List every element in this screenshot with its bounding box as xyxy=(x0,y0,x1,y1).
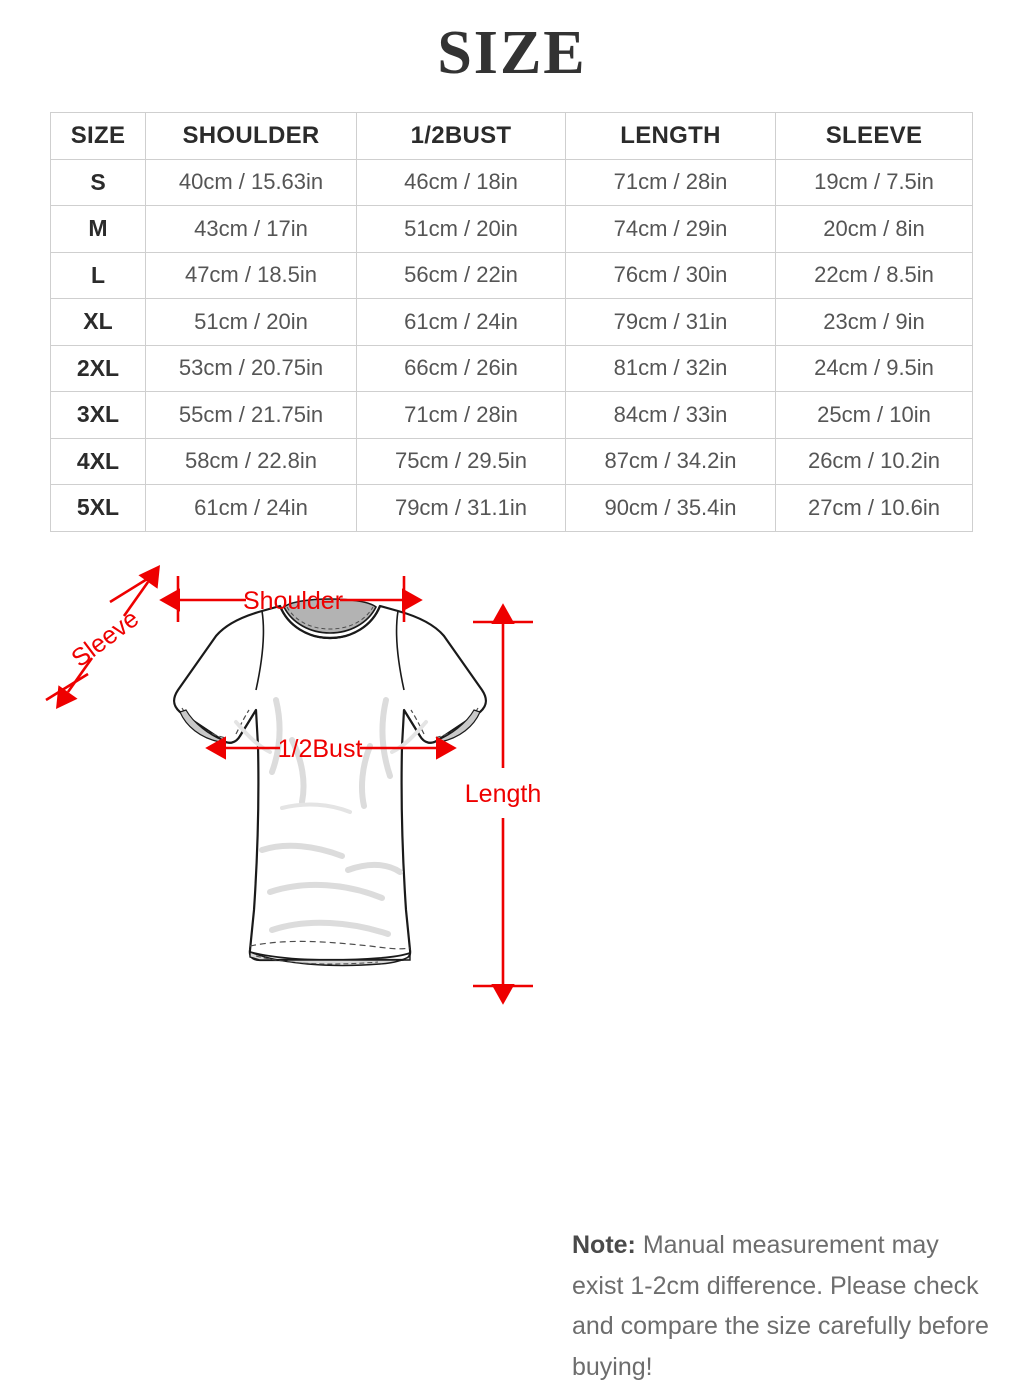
cell-size: L xyxy=(50,251,146,299)
table-header: SIZE SHOULDER 1/2BUST LENGTH SLEEVE xyxy=(50,112,973,160)
cell-sleeve: 23cm / 9in xyxy=(775,298,973,346)
cell-size: M xyxy=(50,205,146,253)
cell-bust: 51cm / 20in xyxy=(356,205,566,253)
cell-shoulder: 43cm / 17in xyxy=(145,205,357,253)
table-body: S 40cm / 15.63in 46cm / 18in 71cm / 28in… xyxy=(50,158,973,532)
cell-sleeve: 19cm / 7.5in xyxy=(775,158,973,206)
cell-size: XL xyxy=(50,298,146,346)
cell-bust: 46cm / 18in xyxy=(356,158,566,206)
cell-length: 71cm / 28in xyxy=(565,158,776,206)
cell-shoulder: 61cm / 24in xyxy=(145,484,357,532)
sleeve-measure-arrow xyxy=(45,565,160,709)
column-header-bust: 1/2BUST xyxy=(356,112,566,160)
table-row: XL 51cm / 20in 61cm / 24in 79cm / 31in 2… xyxy=(50,298,973,346)
column-header-sleeve: SLEEVE xyxy=(775,112,973,160)
cell-shoulder: 40cm / 15.63in xyxy=(145,158,357,206)
length-measure-arrow xyxy=(473,603,533,1005)
cell-sleeve: 25cm / 10in xyxy=(775,391,973,439)
cell-sleeve: 20cm / 8in xyxy=(775,205,973,253)
measurement-diagram: Shoulder Sleeve 1/2Bust Length Note: Man… xyxy=(0,540,1024,1381)
cell-bust: 61cm / 24in xyxy=(356,298,566,346)
table-row: 3XL 55cm / 21.75in 71cm / 28in 84cm / 33… xyxy=(50,391,973,439)
cell-size: 3XL xyxy=(50,391,146,439)
length-label: Length xyxy=(465,780,541,808)
cell-sleeve: 22cm / 8.5in xyxy=(775,251,973,299)
cell-length: 74cm / 29in xyxy=(565,205,776,253)
half-bust-label: 1/2Bust xyxy=(278,735,363,763)
tshirt-body-shape xyxy=(173,598,487,967)
cell-shoulder: 58cm / 22.8in xyxy=(145,437,357,485)
cell-shoulder: 55cm / 21.75in xyxy=(145,391,357,439)
cell-length: 87cm / 34.2in xyxy=(565,437,776,485)
table-row: 5XL 61cm / 24in 79cm / 31.1in 90cm / 35.… xyxy=(50,484,973,532)
cell-bust: 71cm / 28in xyxy=(356,391,566,439)
cell-bust: 75cm / 29.5in xyxy=(356,437,566,485)
table-row: 4XL 58cm / 22.8in 75cm / 29.5in 87cm / 3… xyxy=(50,437,973,485)
table-row: M 43cm / 17in 51cm / 20in 74cm / 29in 20… xyxy=(50,205,973,253)
cell-size: S xyxy=(50,158,146,206)
table-row: 2XL 53cm / 20.75in 66cm / 26in 81cm / 32… xyxy=(50,344,973,392)
cell-length: 79cm / 31in xyxy=(565,298,776,346)
table-row: S 40cm / 15.63in 46cm / 18in 71cm / 28in… xyxy=(50,158,973,206)
shoulder-label: Shoulder xyxy=(243,587,343,615)
cell-shoulder: 51cm / 20in xyxy=(145,298,357,346)
cell-length: 76cm / 30in xyxy=(565,251,776,299)
column-header-length: LENGTH xyxy=(565,112,776,160)
cell-sleeve: 27cm / 10.6in xyxy=(775,484,973,532)
shoulder-measure-arrow xyxy=(159,576,423,622)
cell-size: 4XL xyxy=(50,437,146,485)
cell-size: 2XL xyxy=(50,344,146,392)
tshirt-illustration: Shoulder Sleeve 1/2Bust Length xyxy=(45,565,541,1005)
sleeve-label: Sleeve xyxy=(66,604,144,672)
cell-length: 81cm / 32in xyxy=(565,344,776,392)
table-row: L 47cm / 18.5in 56cm / 22in 76cm / 30in … xyxy=(50,251,973,299)
page-title: SIZE xyxy=(437,19,587,87)
cell-shoulder: 47cm / 18.5in xyxy=(145,251,357,299)
cell-bust: 79cm / 31.1in xyxy=(356,484,566,532)
note-block: Note: Manual measurement may exist 1-2cm… xyxy=(572,1225,992,1387)
cell-shoulder: 53cm / 20.75in xyxy=(145,344,357,392)
cell-size: 5XL xyxy=(50,484,146,532)
table-header-row: SIZE SHOULDER 1/2BUST LENGTH SLEEVE xyxy=(50,112,973,160)
cell-bust: 66cm / 26in xyxy=(356,344,566,392)
column-header-size: SIZE xyxy=(50,112,146,160)
size-chart-table: SIZE SHOULDER 1/2BUST LENGTH SLEEVE S 40… xyxy=(50,112,973,532)
column-header-shoulder: SHOULDER xyxy=(145,112,357,160)
cell-length: 90cm / 35.4in xyxy=(565,484,776,532)
note-label: Note: xyxy=(572,1231,636,1259)
cell-sleeve: 26cm / 10.2in xyxy=(775,437,973,485)
cell-length: 84cm / 33in xyxy=(565,391,776,439)
cell-bust: 56cm / 22in xyxy=(356,251,566,299)
cell-sleeve: 24cm / 9.5in xyxy=(775,344,973,392)
